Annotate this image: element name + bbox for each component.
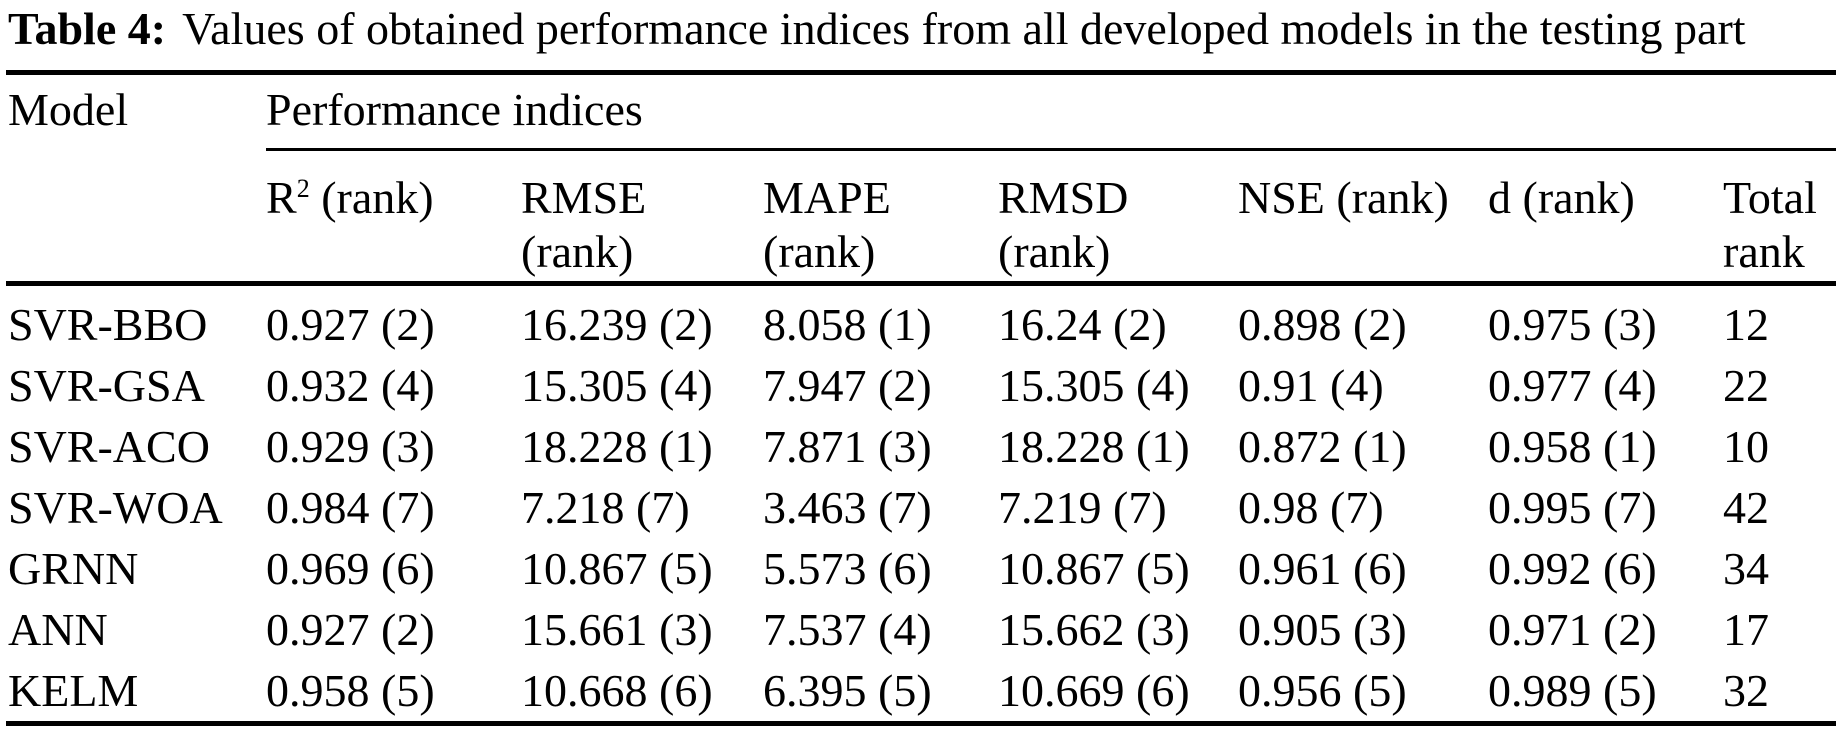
cell-rmsd: 10.669 (6) (998, 660, 1238, 726)
col-header-model: Model (6, 70, 266, 286)
cell-total-rank: 10 (1723, 421, 1769, 472)
cell-rmsd: 15.305 (4) (998, 360, 1190, 411)
col-header-total-rank: Total rank (1723, 149, 1836, 286)
cell-r2: 0.927 (2) (266, 299, 435, 350)
cell-total-rank: 32 (1723, 660, 1836, 726)
table-row: SVR-GSA 0.932 (4) 15.305 (4) 7.947 (2) 1… (6, 355, 1836, 416)
cell-mape: 3.463 (7) (763, 482, 932, 533)
cell-nse: 0.961 (6) (1238, 543, 1407, 594)
cell-rmsd: 10.867 (5) (998, 543, 1190, 594)
cell-nse: 0.91 (4) (1238, 360, 1384, 411)
cell-nse: 0.956 (5) (1238, 660, 1488, 726)
cell-d: 0.975 (3) (1488, 299, 1657, 350)
table-row: KELM 0.958 (5) 10.668 (6) 6.395 (5) 10.6… (6, 660, 1836, 726)
table-caption-label: Table 4: (8, 3, 167, 54)
cell-rmsd: 7.219 (7) (998, 482, 1167, 533)
col-header-r2: R2 (rank) (266, 149, 521, 286)
cell-d: 0.958 (1) (1488, 421, 1657, 472)
col-header-nse: NSE (rank) (1238, 149, 1488, 286)
table-caption: Table 4: Values of obtained performance i… (0, 0, 1842, 56)
cell-model: GRNN (8, 543, 139, 594)
cell-r2: 0.932 (4) (266, 360, 435, 411)
cell-rmsd: 16.24 (2) (998, 299, 1167, 350)
r2-superscript: 2 (296, 174, 310, 203)
cell-r2: 0.929 (3) (266, 421, 435, 472)
group-header-row: Model Performance indices (6, 70, 1836, 286)
col-header-rmse: RMSE (rank) (521, 149, 763, 286)
cell-model: SVR-WOA (8, 482, 223, 533)
cell-rmsd: 18.228 (1) (998, 421, 1190, 472)
cell-d: 0.992 (6) (1488, 543, 1657, 594)
cell-total-rank: 12 (1723, 299, 1769, 350)
col-header-d: d (rank) (1488, 149, 1723, 286)
table-row: SVR-BBO 0.927 (2) 16.239 (2) 8.058 (1) 1… (6, 284, 1836, 356)
cell-mape: 5.573 (6) (763, 543, 932, 594)
cell-r2: 0.984 (7) (266, 482, 435, 533)
cell-model: SVR-ACO (8, 421, 210, 472)
cell-mape: 7.537 (4) (763, 604, 932, 655)
cell-d: 0.977 (4) (1488, 360, 1657, 411)
cell-model: SVR-GSA (8, 360, 205, 411)
table-row: GRNN 0.969 (6) 10.867 (5) 5.573 (6) 10.8… (6, 538, 1836, 599)
cell-model: ANN (8, 604, 108, 655)
cell-rmse: 7.218 (7) (521, 482, 690, 533)
cell-r2: 0.927 (2) (266, 604, 435, 655)
cell-rmse: 10.668 (6) (521, 660, 763, 726)
cell-d: 0.989 (5) (1488, 660, 1723, 726)
cell-total-rank: 22 (1723, 360, 1769, 411)
cell-nse: 0.905 (3) (1238, 604, 1407, 655)
table-row: SVR-ACO 0.929 (3) 18.228 (1) 7.871 (3) 1… (6, 416, 1836, 477)
cell-r2: 0.958 (5) (266, 660, 521, 726)
cell-nse: 0.898 (2) (1238, 299, 1407, 350)
cell-rmse: 16.239 (2) (521, 299, 713, 350)
cell-rmse: 10.867 (5) (521, 543, 713, 594)
table-row: ANN 0.927 (2) 15.661 (3) 7.537 (4) 15.66… (6, 599, 1836, 660)
cell-d: 0.971 (2) (1488, 604, 1657, 655)
cell-nse: 0.98 (7) (1238, 482, 1384, 533)
table-caption-text: Values of obtained performance indices f… (182, 3, 1746, 54)
cell-rmsd: 15.662 (3) (998, 604, 1190, 655)
cell-total-rank: 34 (1723, 543, 1769, 594)
cell-total-rank: 17 (1723, 604, 1769, 655)
cell-nse: 0.872 (1) (1238, 421, 1407, 472)
cell-total-rank: 42 (1723, 482, 1769, 533)
col-header-mape: MAPE (rank) (763, 149, 998, 286)
cell-model: SVR-BBO (8, 299, 208, 350)
cell-mape: 6.395 (5) (763, 660, 998, 726)
cell-mape: 8.058 (1) (763, 299, 932, 350)
table-row: SVR-WOA 0.984 (7) 7.218 (7) 3.463 (7) 7.… (6, 477, 1836, 538)
col-header-rmsd: RMSD (rank) (998, 149, 1238, 286)
cell-model: KELM (6, 660, 266, 726)
cell-mape: 7.871 (3) (763, 421, 932, 472)
cell-d: 0.995 (7) (1488, 482, 1657, 533)
cell-r2: 0.969 (6) (266, 543, 435, 594)
cell-rmse: 18.228 (1) (521, 421, 713, 472)
cell-mape: 7.947 (2) (763, 360, 932, 411)
group-header-performance-indices: Performance indices (266, 70, 1836, 151)
performance-indices-table: Model Performance indices R2 (rank) RMSE… (6, 70, 1836, 726)
column-header-row: R2 (rank) RMSE (rank) MAPE (rank) RMSD (ran… (6, 149, 1836, 286)
cell-rmse: 15.661 (3) (521, 604, 713, 655)
cell-rmse: 15.305 (4) (521, 360, 713, 411)
